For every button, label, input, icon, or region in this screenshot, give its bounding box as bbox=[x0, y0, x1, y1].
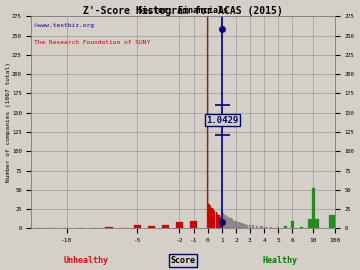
Bar bbox=[208, 204, 210, 228]
Bar bbox=[228, 218, 230, 228]
Bar bbox=[221, 219, 222, 228]
Bar bbox=[210, 206, 211, 228]
Bar bbox=[312, 188, 315, 228]
Bar bbox=[277, 227, 279, 228]
Bar bbox=[217, 214, 218, 228]
Bar bbox=[243, 224, 246, 228]
Title: Z'-Score Histogram for ACAS (2015): Z'-Score Histogram for ACAS (2015) bbox=[83, 6, 283, 16]
Bar bbox=[249, 225, 251, 228]
Y-axis label: Number of companies (1067 total): Number of companies (1067 total) bbox=[5, 62, 10, 183]
Bar bbox=[148, 226, 155, 228]
Bar bbox=[238, 222, 240, 228]
Bar bbox=[207, 16, 208, 228]
Bar bbox=[232, 221, 234, 228]
Bar bbox=[176, 222, 183, 228]
Bar bbox=[229, 218, 231, 228]
Bar bbox=[211, 208, 212, 228]
Bar bbox=[256, 226, 258, 228]
Bar bbox=[284, 226, 287, 228]
Bar bbox=[225, 216, 227, 228]
Bar bbox=[308, 219, 319, 228]
Bar bbox=[233, 221, 236, 228]
Bar bbox=[162, 225, 169, 228]
Bar bbox=[329, 215, 340, 228]
Text: 1.0429: 1.0429 bbox=[206, 116, 239, 125]
Bar bbox=[220, 217, 221, 228]
Bar bbox=[223, 215, 226, 228]
Text: Score: Score bbox=[171, 256, 196, 265]
Bar bbox=[222, 213, 225, 228]
Bar bbox=[226, 217, 229, 228]
Text: Unhealthy: Unhealthy bbox=[64, 256, 109, 265]
Bar bbox=[291, 221, 293, 228]
Text: Healthy: Healthy bbox=[263, 256, 298, 265]
Bar bbox=[230, 219, 233, 228]
Bar bbox=[213, 209, 214, 228]
Bar bbox=[216, 212, 217, 228]
Bar bbox=[270, 227, 273, 228]
Bar bbox=[134, 225, 141, 228]
Text: ©www.textbiz.org: ©www.textbiz.org bbox=[35, 23, 94, 28]
Bar bbox=[260, 226, 262, 228]
Bar bbox=[252, 225, 254, 228]
Bar bbox=[235, 221, 237, 228]
Bar bbox=[190, 221, 197, 228]
Bar bbox=[219, 215, 220, 228]
Text: Sector: Financials: Sector: Financials bbox=[138, 6, 228, 15]
Text: The Research Foundation of SUNY: The Research Foundation of SUNY bbox=[35, 40, 151, 45]
Bar bbox=[246, 225, 248, 228]
Bar bbox=[300, 227, 303, 228]
Bar bbox=[240, 223, 243, 228]
Bar bbox=[264, 227, 267, 228]
Bar bbox=[105, 227, 113, 228]
Bar bbox=[214, 211, 215, 228]
